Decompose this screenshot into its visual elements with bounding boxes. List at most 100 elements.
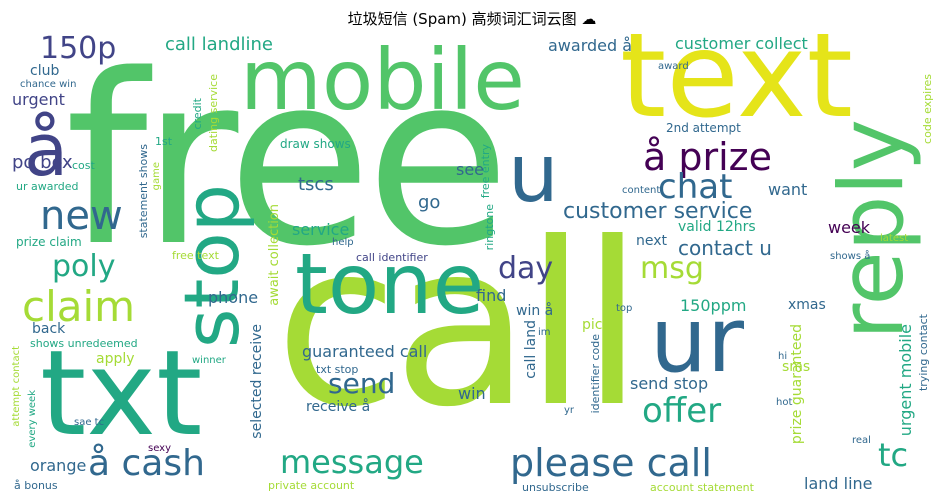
word-tc: tc (878, 436, 909, 474)
word-shows-a: shows å (830, 251, 871, 262)
word-contact-u: contact u (678, 236, 772, 260)
word-await-collection: await collection (267, 204, 282, 306)
word-win: win (458, 384, 486, 403)
word-draw-shows: draw shows (280, 137, 351, 151)
word-txt: txt (40, 324, 203, 462)
word-message: message (280, 443, 424, 481)
word-selected-receive: selected receive (249, 324, 265, 439)
word-statement-shows: statement shows (137, 144, 150, 239)
word-back: back (32, 321, 66, 337)
word-pic: pic (582, 317, 603, 333)
word-find: find (476, 286, 507, 305)
word-chat: chat (658, 167, 733, 207)
chart-title: 垃圾短信 (Spam) 高频词汇词云图 ☁ (347, 10, 597, 28)
word-see: see (456, 160, 485, 179)
word-a-ring: å (24, 108, 69, 192)
word-ur-awarded: ur awarded (16, 180, 79, 193)
word-yr: yr (564, 405, 575, 416)
word-2nd-attempt: 2nd attempt (666, 121, 741, 135)
word-txt-stop: txt stop (316, 363, 359, 376)
word-tscs: tscs (298, 174, 334, 195)
word-prize-guaranteed: prize guaranteed (789, 324, 805, 445)
word-customer-service: customer service (563, 199, 753, 224)
word-shows-unredeemed: shows unredeemed (30, 337, 138, 350)
word-hi: hi (778, 351, 788, 362)
word-offer: offer (642, 391, 722, 431)
word-mobile: mobile (240, 34, 525, 129)
word-sms: sms (782, 359, 811, 375)
word-apply: apply (96, 351, 135, 367)
word-tone: tone (295, 235, 485, 333)
word-free-text: free text (172, 249, 219, 262)
word-land-line: land line (804, 474, 873, 493)
word-game: game (151, 162, 162, 191)
word-want: want (768, 180, 808, 199)
word-next: next (636, 233, 668, 249)
word-a-cash: å cash (88, 443, 205, 484)
word-private-account: private account (268, 479, 355, 492)
word-cost: cost (72, 159, 95, 172)
word-customer-collect: customer collect (675, 34, 808, 53)
word-day: day (498, 251, 554, 286)
word-phone: phone (208, 288, 259, 307)
word-text: text (620, 34, 853, 144)
word-new: new (40, 193, 123, 239)
word-guaranteed-call: guaranteed call (302, 342, 428, 361)
word-award: award (658, 61, 689, 72)
word-xmas: xmas (788, 297, 826, 313)
word-receive-a: receive å (306, 399, 371, 415)
word-top: top (616, 303, 633, 314)
word-call: call (275, 195, 644, 457)
word-a-bonus: å bonus (14, 479, 58, 492)
word-call-land: call land (523, 320, 539, 379)
word-help: help (332, 237, 354, 248)
word-cloud: free call txt text mobile reply stop ton… (10, 34, 940, 499)
word-po-box: po box (12, 152, 73, 173)
word-send: send (328, 367, 396, 400)
word-150ppm: 150ppm (680, 296, 747, 315)
word-msg: msg (640, 251, 704, 286)
word-dating-service: dating service (207, 74, 220, 152)
word-win-a: win å (516, 303, 554, 319)
word-awarded-a: awarded å (548, 36, 633, 55)
word-unsubscribe: unsubscribe (522, 481, 589, 494)
word-call-identifier: call identifier (356, 251, 428, 264)
word-free: free (65, 34, 510, 298)
word-call-landline: call landline (165, 34, 273, 55)
word-identifier-code: identifier code (589, 334, 602, 414)
word-content: content (622, 185, 661, 196)
word-every-week: every week (27, 390, 38, 448)
word-poly: poly (52, 249, 116, 284)
word-prize-claim: prize claim (16, 235, 82, 249)
word-please-call: please call (510, 441, 712, 485)
word-u: u (508, 127, 559, 220)
word-chance-win: chance win (20, 79, 77, 90)
word-go: go (418, 192, 441, 213)
word-credit: credit (191, 98, 204, 130)
word-ur: ur (650, 288, 745, 393)
word-club: club (30, 63, 60, 79)
word-im: im (538, 327, 551, 338)
word-stop: stop (167, 184, 256, 349)
word-account-statement: account statement (650, 481, 754, 494)
word-send-stop: send stop (630, 374, 709, 393)
word-latest: latest (880, 233, 909, 244)
word-week: week (828, 218, 871, 237)
word-sexy: sexy (148, 443, 172, 454)
word-a-prize: å prize (643, 135, 772, 179)
word-winner: winner (192, 355, 226, 366)
word-service: service (292, 220, 350, 239)
word-valid-12hrs: valid 12hrs (678, 219, 756, 235)
word-1st: 1st (155, 135, 173, 148)
word-trying-contact: trying contact (917, 314, 930, 392)
word-orange: orange (30, 456, 87, 475)
word-ringtone: ringtone (483, 204, 496, 251)
word-urgent-mobile: urgent mobile (896, 324, 915, 437)
word-attempt-contact: attempt contact (11, 346, 22, 427)
word-code-expires: code expires (921, 74, 934, 144)
word-urgent: urgent (12, 90, 65, 109)
word-real: real (852, 435, 871, 446)
word-150p: 150p (40, 34, 117, 66)
word-claim: claim (22, 282, 136, 331)
word-hot: hot (776, 397, 793, 408)
